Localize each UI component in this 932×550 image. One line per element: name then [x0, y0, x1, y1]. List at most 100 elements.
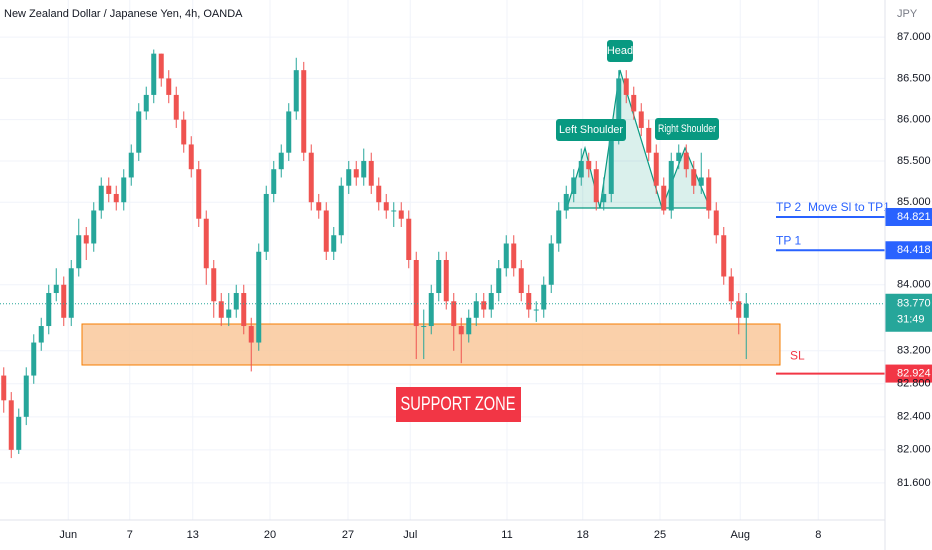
candle-body [46, 293, 52, 327]
candle-body [586, 160, 592, 170]
candle-body [166, 78, 172, 95]
candle-body [676, 152, 682, 161]
candle-body [421, 326, 427, 328]
candle-body [68, 268, 74, 318]
currency: JPY [897, 8, 918, 20]
candle-body [23, 375, 29, 417]
pattern-outline [566, 69, 711, 210]
level-price-label: 84.821 [897, 211, 931, 223]
candle-body [106, 185, 112, 194]
candle-body [473, 301, 479, 318]
candle-body [241, 293, 247, 327]
candle-body [323, 210, 329, 252]
candle-body [53, 284, 59, 294]
y-tick-label: 81.600 [897, 477, 931, 489]
candle-body [391, 210, 397, 212]
candle-body [533, 309, 539, 311]
y-tick-label: 84.000 [897, 279, 931, 291]
candle-body [1, 375, 7, 401]
countdown: 31:49 [897, 314, 925, 326]
candle-body [188, 144, 194, 170]
level-name: TP 1 [776, 233, 801, 247]
candle-body [158, 53, 164, 79]
candle-body [293, 70, 299, 112]
x-tick-label: Jun [59, 529, 77, 541]
candle-body [413, 260, 419, 327]
candle-body [466, 317, 472, 335]
candle-body [593, 169, 599, 203]
candle-body [218, 301, 224, 318]
candle-body [713, 210, 719, 236]
candle-body [556, 210, 562, 244]
x-tick-label: 27 [342, 529, 354, 541]
right-shoulder-box [655, 118, 719, 140]
level-note: Move Sl to TP1 [808, 200, 890, 214]
candle-body [248, 326, 254, 343]
candle-body [316, 202, 322, 211]
last-price-box [885, 293, 932, 332]
y-tick-label: 85.000 [897, 196, 931, 208]
candle-body [691, 169, 697, 186]
candle-body [563, 193, 569, 211]
candle-body [481, 301, 487, 310]
candle-body [98, 185, 104, 211]
candle-body [653, 152, 659, 186]
candle-body [623, 78, 629, 95]
candle-body [428, 293, 434, 327]
y-tick-label: 87.000 [897, 31, 931, 43]
candle-body [256, 251, 262, 343]
chart-title: New Zealand Dollar / Japanese Yen, 4h, O… [4, 8, 243, 20]
x-tick-label: Aug [730, 529, 750, 541]
candle-body [143, 94, 149, 112]
candle-body [383, 202, 389, 211]
candle-body [278, 152, 284, 170]
candle-body [608, 136, 614, 194]
level-price-box [885, 241, 932, 260]
candle-body [8, 400, 14, 450]
x-tick-label: 25 [654, 529, 666, 541]
candle-body [743, 303, 749, 318]
candle-body [698, 177, 704, 186]
candle-body [398, 210, 404, 219]
candle-body [436, 260, 442, 294]
candle-body [308, 152, 314, 203]
y-tick-label: 85.500 [897, 155, 931, 167]
candle-body [128, 152, 134, 178]
candle-body [173, 94, 179, 120]
candle-body [203, 218, 209, 269]
candle-body [301, 70, 307, 153]
left-shoulder-label: Left Shoulder [559, 124, 623, 136]
y-tick-label: 83.200 [897, 345, 931, 357]
right-shoulder-label: Right Shoulder [658, 123, 716, 135]
candle-body [271, 169, 277, 194]
level-name: SL [790, 349, 805, 363]
candle-body [233, 293, 239, 310]
candle-body [16, 416, 22, 450]
candle-body [638, 111, 644, 128]
x-tick-label: 20 [264, 529, 276, 541]
level-price-label: 82.924 [897, 367, 931, 379]
candle-body [376, 185, 382, 203]
candle-body [151, 53, 157, 95]
candle-body [226, 309, 232, 318]
x-tick-label: 18 [577, 529, 589, 541]
candle-body [496, 268, 502, 294]
candle-body [601, 193, 607, 203]
candle-body [338, 185, 344, 236]
x-tick-label: 8 [815, 529, 821, 541]
candle-body [121, 177, 127, 203]
level-price-box [885, 207, 932, 226]
candle-body [38, 326, 44, 343]
y-tick-label: 86.500 [897, 72, 931, 84]
candle-body [548, 243, 554, 285]
candle-body [518, 268, 524, 294]
x-tick-label: Jul [403, 529, 417, 541]
candle-body [616, 78, 622, 137]
candle-body [721, 235, 727, 277]
x-tick-label: 13 [187, 529, 199, 541]
x-tick-label: 7 [127, 529, 133, 541]
head-label: Head [607, 45, 633, 57]
